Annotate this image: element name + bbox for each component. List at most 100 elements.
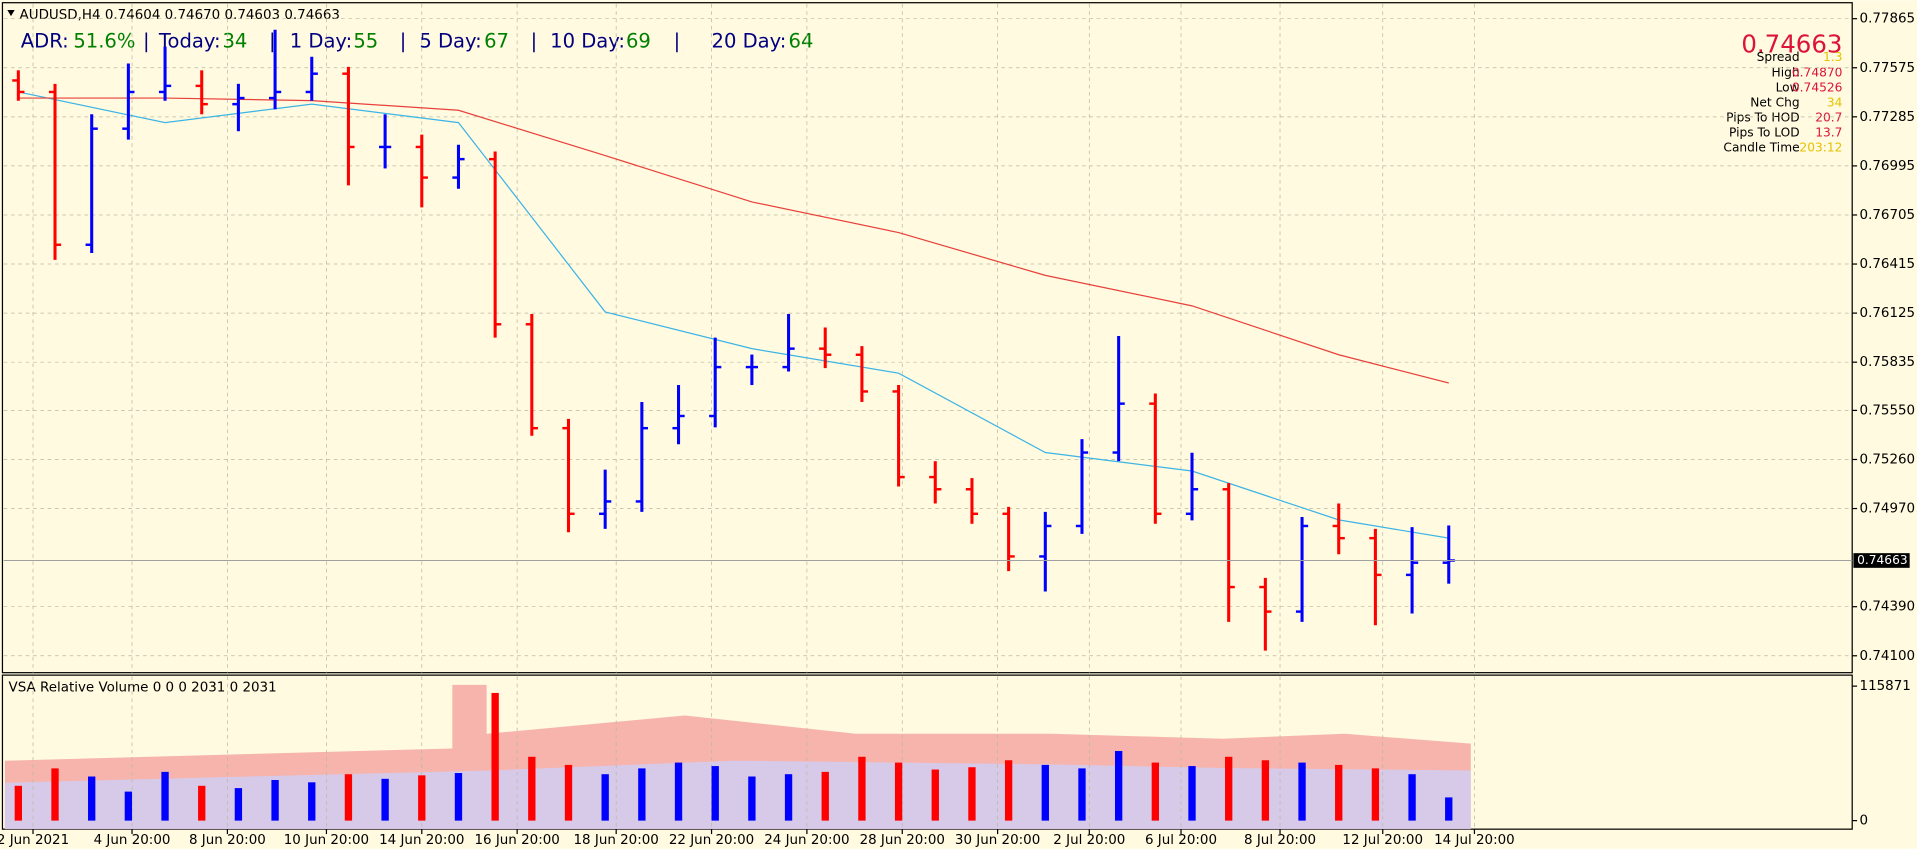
adr-separator: | bbox=[531, 29, 538, 52]
x-tick-label: 24 Jun 20:00 bbox=[764, 833, 849, 848]
volume-band bbox=[4, 760, 1471, 830]
menu-arrow[interactable] bbox=[7, 10, 15, 17]
adr-separator: | bbox=[269, 29, 276, 52]
adr-value: 34 bbox=[223, 29, 248, 52]
volume-bar bbox=[418, 775, 426, 821]
y-tick-label: 0.77575 bbox=[1860, 61, 1916, 76]
y-tick-label: 0.74970 bbox=[1860, 502, 1916, 517]
x-tick-label: 6 Jul 20:00 bbox=[1145, 833, 1217, 848]
y-tick-label: 0.76995 bbox=[1860, 159, 1916, 174]
volume-bar bbox=[748, 776, 756, 821]
volume-bar bbox=[88, 776, 96, 821]
current-price-box bbox=[1853, 553, 1910, 568]
info-label: Low bbox=[1776, 80, 1800, 94]
x-tick-label: 22 Jun 20:00 bbox=[669, 833, 754, 848]
x-tick-label: 8 Jul 20:00 bbox=[1244, 833, 1316, 848]
x-tick-label: 10 Jun 20:00 bbox=[284, 833, 369, 848]
volume-bar bbox=[454, 773, 463, 821]
volume-bar bbox=[528, 756, 536, 821]
x-tick-label: 18 Jun 20:00 bbox=[573, 833, 658, 848]
moving-average bbox=[18, 97, 1449, 384]
volume-bar bbox=[1335, 764, 1343, 821]
volume-bar bbox=[124, 791, 133, 821]
y-tick-label: 0.74390 bbox=[1860, 600, 1916, 615]
volume-bar bbox=[1298, 762, 1306, 821]
adr-value: 51.6% bbox=[73, 29, 135, 52]
adr-label: ADR: bbox=[21, 29, 69, 52]
adr-separator: | bbox=[674, 29, 681, 52]
info-value: 20.7 bbox=[1815, 110, 1842, 124]
adr-value: 55 bbox=[353, 29, 378, 52]
x-tick-label: 8 Jun 20:00 bbox=[189, 833, 266, 848]
info-label: High bbox=[1772, 65, 1800, 79]
x-tick-label: 28 Jun 20:00 bbox=[860, 833, 945, 848]
volume-bar bbox=[638, 768, 646, 821]
volume-bar bbox=[14, 785, 23, 821]
adr-label: Today: bbox=[158, 29, 221, 52]
volume-bar bbox=[674, 762, 683, 821]
volume-bar bbox=[784, 774, 793, 821]
volume-bar bbox=[1445, 797, 1453, 821]
info-value: 34 bbox=[1827, 95, 1843, 109]
info-label: Candle Time bbox=[1723, 140, 1799, 154]
adr-separator: | bbox=[400, 29, 407, 52]
volume-bar bbox=[271, 779, 279, 821]
volume-bar bbox=[858, 756, 866, 821]
volume-bar bbox=[51, 768, 59, 821]
volume-bar bbox=[1261, 760, 1270, 821]
info-value: 0.74870 bbox=[1792, 65, 1843, 79]
info-label: Spread bbox=[1757, 50, 1800, 64]
y-tick-label: 0.75550 bbox=[1860, 403, 1916, 418]
y-tick-label: 115871 bbox=[1860, 679, 1911, 694]
info-label: Pips To HOD bbox=[1726, 110, 1799, 124]
volume-bar bbox=[161, 771, 169, 821]
y-tick-label: 0.75260 bbox=[1860, 452, 1916, 467]
x-tick-label: 30 Jun 20:00 bbox=[955, 833, 1040, 848]
adr-label: 20 Day: bbox=[712, 29, 787, 52]
info-value: 13.7 bbox=[1815, 125, 1842, 139]
y-tick-label: 0.77865 bbox=[1860, 12, 1916, 27]
volume-bar bbox=[1114, 750, 1123, 821]
x-tick-label: 2 Jun 2021 bbox=[0, 833, 69, 848]
volume-bar bbox=[894, 762, 903, 821]
price-panel bbox=[1, 2, 1853, 674]
info-price: 0.74663 bbox=[1741, 30, 1842, 59]
info-label: Net Chg bbox=[1750, 95, 1799, 109]
adr-label: 10 Day: bbox=[550, 29, 625, 52]
volume-title: VSA Relative Volume 0 0 0 2031 0 2031 bbox=[9, 680, 277, 695]
info-label: Pips To LOD bbox=[1729, 125, 1800, 139]
volume-bar bbox=[491, 692, 499, 821]
y-tick-label: 0.75835 bbox=[1860, 355, 1916, 370]
adr-value: 67 bbox=[484, 29, 509, 52]
y-tick-label: 0.77285 bbox=[1860, 110, 1916, 125]
moving-average bbox=[18, 91, 1449, 539]
x-tick-label: 12 Jul 20:00 bbox=[1342, 833, 1423, 848]
volume-bar bbox=[1041, 764, 1049, 821]
volume-bar bbox=[1078, 768, 1086, 821]
volume-bar bbox=[931, 769, 939, 821]
volume-bar bbox=[601, 774, 609, 821]
volume-bar bbox=[1408, 774, 1416, 821]
volume-bar bbox=[968, 767, 976, 821]
y-tick-label: 0.74100 bbox=[1860, 649, 1916, 664]
adr-label: 5 Day: bbox=[419, 29, 481, 52]
volume-bar bbox=[344, 774, 353, 821]
chart-title: AUDUSD,H4 0.74604 0.74670 0.74603 0.7466… bbox=[20, 8, 340, 23]
volume-bar bbox=[1225, 756, 1233, 821]
info-value: 203:12 bbox=[1799, 140, 1842, 154]
volume-bar bbox=[1004, 760, 1013, 821]
adr-value: 64 bbox=[789, 29, 814, 52]
x-tick-label: 16 Jun 20:00 bbox=[474, 833, 559, 848]
y-tick-label: 0.76125 bbox=[1860, 306, 1916, 321]
volume-bar bbox=[1151, 762, 1160, 821]
y-tick-label: 0 bbox=[1860, 814, 1869, 829]
volume-bar bbox=[1188, 766, 1196, 821]
volume-bar bbox=[198, 785, 206, 821]
x-tick-label: 2 Jul 20:00 bbox=[1053, 833, 1125, 848]
adr-label: 1 Day: bbox=[290, 29, 352, 52]
y-tick-label: 0.76705 bbox=[1860, 208, 1916, 223]
volume-bar bbox=[1371, 768, 1380, 821]
volume-bar bbox=[821, 771, 829, 821]
